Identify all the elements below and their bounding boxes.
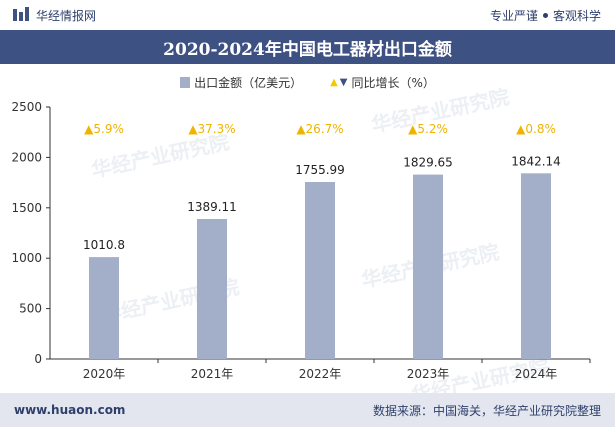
legend-label-growth: 同比增长（%） [351,75,435,90]
legend-up-triangle-icon: ▲ [330,76,338,88]
bar [89,257,119,359]
footer-url: www.huaon.com [14,403,126,417]
tagline-left: 专业严谨 [489,8,538,23]
legend-item-growth: ▲ ▼ 同比增长（%） [330,74,435,91]
brand-logo-icon [13,7,29,21]
y-tick-label: 2500 [11,100,42,114]
bar [305,181,335,359]
legend-down-triangle-icon: ▼ [339,76,348,88]
x-tick-label: 2023年 [407,367,450,381]
legend-bar-swatch-icon [180,76,191,88]
bar-value-label: 1389.11 [187,200,237,214]
growth-label: ▲0.8% [516,122,556,136]
data-source: 数据来源：中国海关，华经产业研究院整理 [372,403,601,418]
growth-label: ▲37.3% [188,122,235,136]
chart-title: 2020-2024年中国电工器材出口金额 [163,39,452,60]
growth-label: ▲26.7% [296,122,343,136]
footer: www.huaon.com 数据来源：中国海关，华经产业研究院整理 [0,393,615,427]
x-tick-label: 2021年 [191,367,234,381]
bar [197,218,227,359]
y-tick-label: 2000 [11,150,42,164]
brand-name: 华经情报网 [36,8,97,23]
bar [413,174,443,359]
x-tick-label: 2020年 [83,367,126,381]
legend-item-export: 出口金额（亿美元） [180,74,302,91]
y-tick-label: 0 [34,352,42,366]
top-bar: 华经情报网 专业严谨 客观科学 [0,0,615,30]
bar-value-label: 1829.65 [403,156,453,170]
chart-legend: 出口金额（亿美元） ▲ ▼ 同比增长（%） [0,72,615,92]
growth-label: ▲5.9% [84,122,124,136]
x-tick-label: 2024年 [515,367,558,381]
bar-value-label: 1755.99 [295,163,345,177]
tagline: 专业严谨 客观科学 [490,7,615,24]
y-tick-label: 1000 [11,251,42,265]
y-tick-label: 500 [19,302,42,316]
y-tick-label: 1500 [11,201,42,215]
brand: 华经情报网 [0,7,96,24]
bar [521,173,551,359]
bar-chart: 0 500 1000 1500 2000 2500 1010.8 ▲5.9% 2020年 1389… [11,100,591,381]
legend-label-export: 出口金额（亿美元） [194,75,303,90]
growth-label: ▲5.2% [408,122,448,136]
bar-value-label: 1010.8 [83,238,125,252]
tagline-right: 客观科学 [552,8,601,23]
separator-dot-icon [542,12,548,18]
chart-title-bar: 2020-2024年中国电工器材出口金额 [0,30,615,64]
x-tick-label: 2022年 [299,367,342,381]
bar-value-label: 1842.14 [511,154,561,168]
